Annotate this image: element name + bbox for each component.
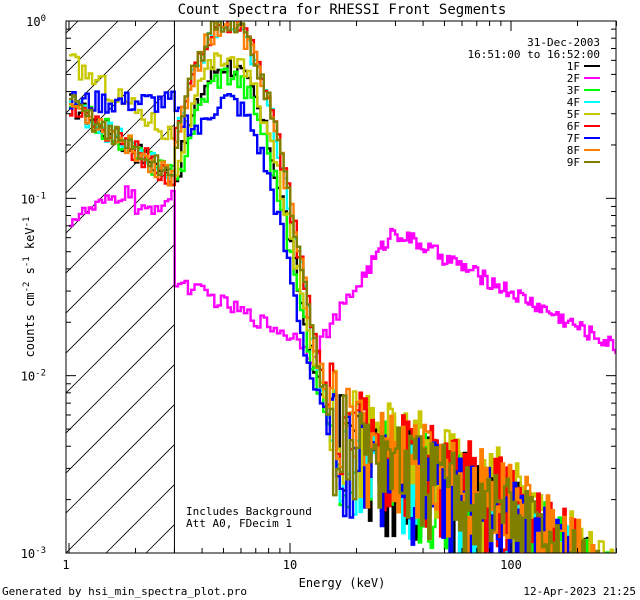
background-note: Includes Background <box>186 505 312 518</box>
hatch-line <box>66 363 175 474</box>
y-tick-label: 10-3 <box>21 546 46 561</box>
hatch-line <box>66 243 175 354</box>
y-tick-label: 100 <box>26 14 46 29</box>
hatch-line <box>66 203 175 314</box>
legend-label-1F: 1F <box>567 60 580 73</box>
legend-label-6F: 6F <box>567 120 580 133</box>
legend-label-3F: 3F <box>567 84 580 97</box>
time-range-label: 16:51:00 to 16:52:00 <box>468 48 600 61</box>
legend-label-8F: 8F <box>567 144 580 157</box>
x-axis-label: Energy (keV) <box>299 576 386 590</box>
legend-label-7F: 7F <box>567 132 580 145</box>
legend-label-2F: 2F <box>567 72 580 85</box>
y-axis-label: counts cm-2 s-1 keV-1 <box>22 217 37 358</box>
attenuator-note: Att A0, FDecim 1 <box>186 517 292 530</box>
chart-title: Count Spectra for RHESSI Front Segments <box>178 2 507 18</box>
x-tick-label: 100 <box>500 558 522 572</box>
x-tick-label: 10 <box>283 558 297 572</box>
series-line-2F <box>69 185 616 365</box>
hatch-line <box>0 13 6 553</box>
y-tick-label: 10-2 <box>21 369 46 384</box>
legend-label-9F: 9F <box>567 156 580 169</box>
date-label: 31-Dec-2003 <box>527 36 600 49</box>
y-tick-label: 10-1 <box>21 191 46 206</box>
hatch-line <box>66 163 175 274</box>
plot-frame <box>65 20 617 554</box>
hatch-line <box>105 483 175 553</box>
legend-label-4F: 4F <box>567 96 580 109</box>
legend-label-5F: 5F <box>567 108 580 121</box>
footer-generator: Generated by hsi_min_spectra_plot.pro <box>2 585 247 598</box>
hatch-line <box>66 443 175 553</box>
footer-timestamp: 12-Apr-2023 21:25 <box>523 585 636 598</box>
x-tick-label: 1 <box>62 558 69 572</box>
hatch-line <box>66 403 175 514</box>
